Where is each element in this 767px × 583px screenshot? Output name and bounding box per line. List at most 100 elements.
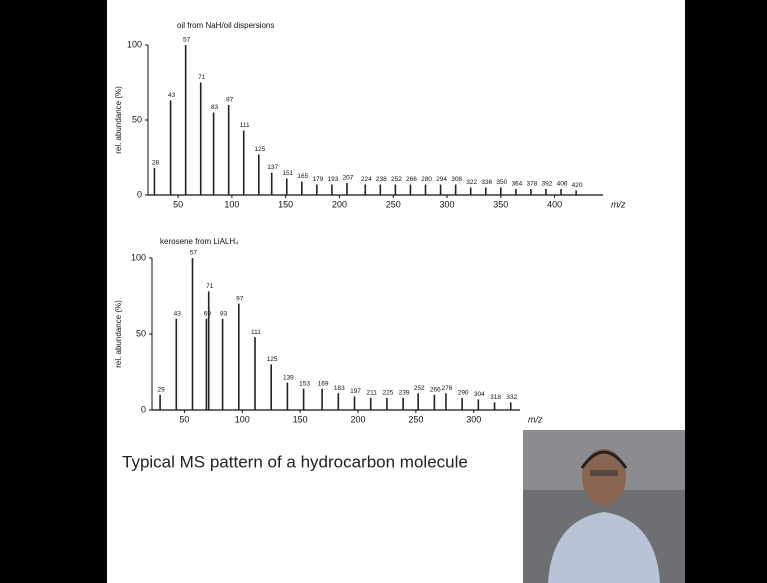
- peak: [243, 131, 245, 196]
- peak: [461, 398, 463, 410]
- peak-label: 224: [361, 176, 372, 183]
- x-axis-label: m/z: [611, 199, 626, 209]
- peak-label: 97: [226, 97, 234, 104]
- peak: [271, 173, 273, 196]
- x-tick-label: 50: [173, 199, 183, 209]
- peak-label: 97: [236, 295, 244, 302]
- peak-label: 71: [206, 283, 214, 290]
- x-tick-label: 250: [386, 199, 401, 209]
- peak-label: 193: [328, 176, 339, 183]
- peak-label: 165: [297, 173, 308, 180]
- peak-label: 252: [414, 385, 425, 392]
- peak: [478, 399, 480, 410]
- peak: [213, 113, 215, 196]
- x-tick-label: 200: [332, 199, 347, 209]
- peak-label: 308: [451, 176, 462, 183]
- peak-label: 290: [458, 390, 469, 397]
- peak-label: 125: [267, 356, 278, 363]
- peak-label: 276: [442, 385, 453, 392]
- peak: [258, 155, 260, 196]
- peak: [500, 188, 502, 196]
- peak: [154, 168, 156, 195]
- y-tick-label: 0: [141, 404, 146, 414]
- x-tick-label: 50: [179, 414, 189, 424]
- peak: [206, 319, 208, 410]
- peak: [370, 398, 372, 410]
- peak: [159, 395, 161, 410]
- peak-label: 151: [282, 170, 293, 177]
- peak-label: 83: [220, 311, 228, 318]
- peak-label: 57: [190, 250, 198, 257]
- peak: [515, 189, 517, 195]
- peak-label: 332: [506, 394, 517, 401]
- peak: [331, 185, 333, 196]
- x-tick-label: 150: [293, 414, 308, 424]
- peak: [316, 185, 318, 196]
- peak-label: 392: [542, 181, 553, 188]
- peak-label: 183: [334, 385, 345, 392]
- peak: [200, 83, 202, 196]
- peak: [338, 393, 340, 410]
- peak-label: 350: [496, 179, 507, 186]
- peak: [402, 398, 404, 410]
- y-tick-label: 50: [132, 114, 142, 124]
- x-tick-label: 350: [493, 199, 508, 209]
- peak: [170, 101, 172, 196]
- peak: [440, 185, 442, 196]
- peak: [287, 383, 289, 410]
- peak: [545, 189, 547, 195]
- peak-label: 111: [240, 122, 250, 129]
- peak: [185, 45, 187, 195]
- peak-label: 322: [466, 179, 477, 186]
- peak-label: 238: [376, 176, 387, 183]
- peak: [434, 395, 436, 410]
- peak-label: 225: [382, 390, 393, 397]
- peak-label: 43: [174, 311, 182, 318]
- peak-label: 280: [421, 176, 432, 183]
- peak: [222, 319, 224, 410]
- peak-label: 378: [527, 181, 538, 188]
- peak: [530, 189, 532, 195]
- peak-label: 266: [406, 176, 417, 183]
- x-axis-label: m/z: [528, 414, 543, 424]
- x-tick-label: 150: [278, 199, 293, 209]
- peak: [380, 185, 382, 196]
- peak: [208, 291, 210, 410]
- peak: [364, 185, 366, 196]
- peak-label: 71: [198, 74, 206, 81]
- peak-label: 28: [152, 160, 160, 167]
- peak: [395, 185, 397, 196]
- peak: [286, 179, 288, 196]
- peak: [176, 319, 178, 410]
- peak: [470, 188, 472, 196]
- peak-label: 294: [436, 176, 447, 183]
- peak-label: 318: [490, 394, 501, 401]
- x-tick-label: 100: [235, 414, 250, 424]
- peak-label: 239: [399, 390, 410, 397]
- peak: [417, 393, 419, 410]
- peak-label: 111: [251, 329, 261, 336]
- peak: [354, 396, 356, 410]
- peak: [303, 389, 305, 410]
- peak-label: 69: [204, 311, 212, 318]
- peak-label: 29: [157, 387, 165, 394]
- peak-label: 139: [283, 374, 294, 381]
- x-tick-label: 100: [224, 199, 239, 209]
- chart-title: kerosene from LiALH₄: [160, 237, 238, 246]
- peak-label: 137: [267, 164, 278, 171]
- peak-label: 252: [391, 176, 402, 183]
- peak-label: 211: [367, 390, 378, 397]
- peak-label: 420: [572, 182, 583, 189]
- x-tick-label: 400: [547, 199, 562, 209]
- peak-label: 304: [474, 391, 485, 398]
- peak: [510, 402, 512, 410]
- x-tick-label: 250: [408, 414, 423, 424]
- peak: [485, 188, 487, 196]
- peak: [321, 389, 323, 410]
- peak: [270, 364, 272, 410]
- y-axis-label: rel. abundance (%): [114, 300, 123, 368]
- peak-label: 43: [168, 92, 176, 99]
- peak-label: 169: [318, 380, 329, 387]
- y-tick-label: 100: [131, 252, 146, 262]
- peak: [301, 182, 303, 196]
